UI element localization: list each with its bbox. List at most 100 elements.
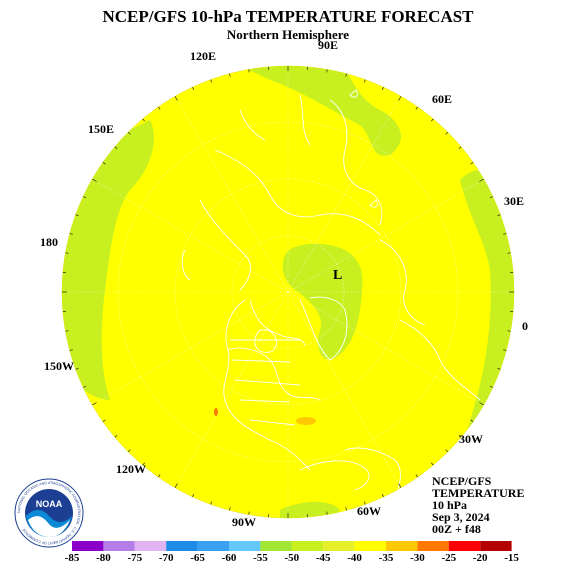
cold-region-pole [282,243,363,360]
tick-mark [503,233,507,235]
legend-label: -70 [159,552,174,564]
tick-mark [381,493,384,497]
lon-label-120w: 120W [116,462,146,476]
tick-mark [458,146,462,149]
legend-swatch [291,541,324,551]
tick-mark [415,106,418,110]
tick-mark [489,385,493,388]
tick-mark [470,162,474,165]
lon-label-150e: 150E [88,122,115,136]
info-cycle: 00Z + f48 [432,522,481,536]
warm-region-small [214,408,218,416]
tick-mark [229,73,231,77]
tick-mark [431,118,434,122]
legend-swatch [166,541,198,551]
tick-mark [65,252,69,254]
tick-mark [174,483,178,488]
tick-mark [102,162,106,165]
tick-mark [497,214,501,217]
legend-label: -20 [473,552,488,564]
legend-label: -65 [190,552,205,564]
tick-mark [142,462,145,466]
tick-mark [83,385,87,388]
tick-mark [248,511,250,515]
tick-mark [75,367,79,370]
legend-swatch [480,541,512,551]
tick-mark [470,419,474,422]
tick-mark [142,118,145,122]
tick-mark [83,196,87,199]
tick-mark [114,146,118,149]
tick-mark [326,69,328,73]
lon-label-60e: 60E [432,92,453,106]
lon-label-180: 180 [40,235,58,249]
legend-label: -80 [96,552,111,564]
tick-mark [102,419,106,422]
tick-mark [345,73,347,77]
legend-label: -45 [316,552,331,564]
noaa-logo-text: NOAA [36,499,63,509]
tick-mark [503,349,507,351]
tick-mark [479,178,484,182]
legend-swatch [229,541,261,551]
tick-mark [210,79,213,83]
tick-mark [69,233,73,235]
lon-label-90e: 90E [318,38,339,52]
tick-mark [489,196,493,199]
tick-mark [398,483,402,488]
tick-mark [127,131,131,135]
tick-mark [479,402,484,406]
legend-label: -50 [284,552,299,564]
legend-label: -55 [253,552,268,564]
tick-mark [92,402,97,406]
legend-swatch [323,541,355,551]
tick-mark [174,96,178,101]
tick-mark [326,511,328,515]
tick-mark [415,474,418,478]
tick-mark [345,507,347,511]
legend-swatch [134,541,167,551]
forecast-info: NCEP/GFS TEMPERATURE 10 hPa Sep 3, 2024 … [432,475,524,535]
lon-label-0: 0 [522,319,528,333]
tick-mark [158,106,161,110]
legend-swatch [103,541,135,551]
tick-mark [445,131,449,135]
legend-label: -15 [504,552,519,564]
noaa-logo-icon: NOAA NATIONAL OCEANIC AND ATMOSPHERIC AD… [14,478,84,548]
info-date: Sep 3, 2024 [432,510,490,524]
tick-mark [445,449,449,453]
tick-mark [507,252,511,254]
legend-label: -35 [379,552,394,564]
tick-mark [92,178,97,182]
legend-label: -40 [347,552,362,564]
legend-swatch [417,541,449,551]
legend-swatch [260,541,292,551]
info-model: NCEP/GFS [432,474,492,488]
chart-title: NCEP/GFS 10-hPa TEMPERATURE FORECAST [102,7,474,26]
tick-mark [398,96,402,101]
tick-mark [65,330,69,332]
tick-mark [192,493,195,497]
tick-mark [75,214,79,217]
chart-subtitle: Northern Hemisphere [226,27,350,42]
lon-label-30e: 30E [504,194,525,208]
legend-swatch [72,541,104,551]
legend-swatch [386,541,418,551]
legend-label: -85 [65,552,80,564]
tick-mark [431,462,434,466]
legend-swatch [197,541,229,551]
info-variable: TEMPERATURE [432,486,525,500]
tick-mark [381,87,384,91]
tick-mark [363,79,366,83]
tick-mark [497,367,501,370]
tick-mark [158,474,161,478]
lon-label-120e: 120E [190,49,217,63]
graticule [62,66,514,518]
info-level: 10 hPa [432,498,468,512]
tick-mark [458,435,462,438]
tick-mark [229,507,231,511]
lon-label-150w: 150W [44,359,74,373]
tick-mark [363,501,366,505]
tick-mark [210,501,213,505]
coastlines [181,89,481,506]
